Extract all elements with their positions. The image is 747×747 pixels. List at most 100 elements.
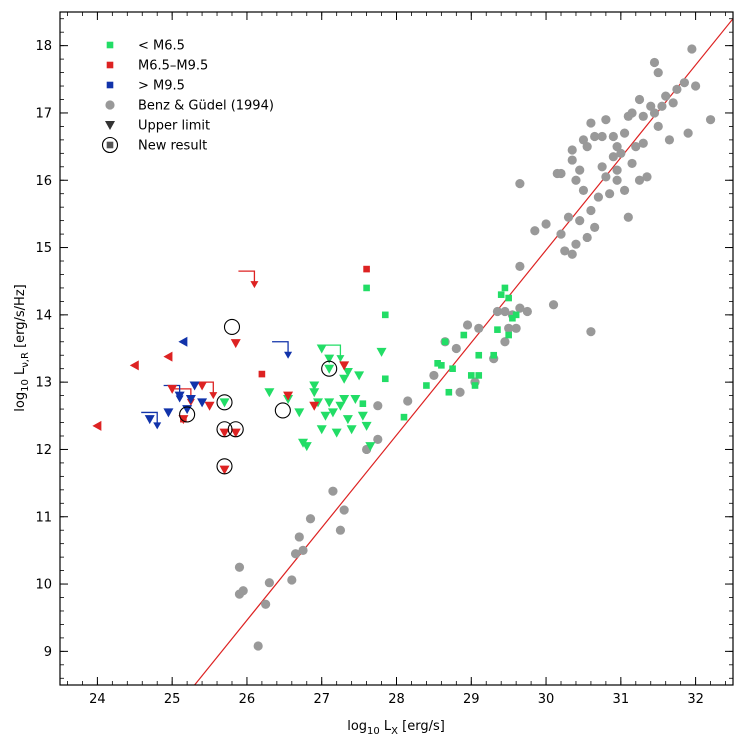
data-point: [683, 128, 693, 138]
data-point: [556, 229, 566, 239]
data-point: [230, 339, 241, 349]
data-point: [634, 94, 645, 105]
data-point: [434, 360, 441, 367]
data-point: [189, 381, 200, 391]
y-tick-label: 9: [44, 645, 52, 660]
data-point: [631, 142, 641, 152]
data-point: [373, 434, 383, 444]
x-tick-label: 29: [463, 692, 480, 707]
limit-bracket-arrow: [153, 422, 162, 430]
data-point: [505, 294, 512, 302]
data-point: [497, 291, 505, 298]
data-point: [230, 428, 241, 438]
x-tick-label: 31: [613, 692, 630, 707]
data-point: [578, 135, 589, 145]
legend-marker-inner: [106, 141, 114, 149]
data-point: [429, 370, 439, 381]
data-point: [623, 212, 633, 222]
data-point: [309, 388, 320, 398]
data-point: [92, 420, 102, 431]
series-group: [234, 44, 716, 651]
data-point: [612, 165, 622, 175]
data-point: [361, 421, 372, 431]
data-point: [653, 67, 663, 78]
data-point: [290, 549, 301, 559]
legend-label: Benz & Güdel (1994): [138, 99, 274, 114]
data-point: [287, 575, 297, 585]
data-point: [467, 372, 475, 379]
limit-bracket-arrow: [336, 355, 345, 363]
data-point: [144, 415, 155, 425]
data-point: [563, 212, 574, 222]
data-point: [298, 545, 308, 556]
data-point: [216, 394, 233, 411]
data-point: [253, 641, 263, 651]
data-point: [582, 232, 592, 243]
data-point: [327, 408, 338, 418]
x-tick-label: 30: [538, 692, 555, 707]
data-point: [261, 599, 271, 609]
data-point: [445, 388, 453, 396]
legend-label: > M9.5: [138, 79, 185, 94]
data-point: [167, 384, 178, 394]
data-point: [649, 57, 660, 68]
data-point: [223, 318, 241, 336]
data-point: [274, 402, 291, 419]
data-point: [619, 185, 630, 195]
data-point: [679, 78, 689, 88]
series-group: [178, 336, 188, 347]
data-point: [490, 351, 498, 359]
data-point: [492, 306, 503, 317]
y-tick-label: 12: [35, 443, 52, 458]
series-group: [167, 339, 350, 475]
data-point: [471, 382, 479, 389]
data-point: [515, 303, 525, 313]
data-point: [357, 411, 368, 421]
data-point: [475, 372, 483, 379]
data-point: [530, 226, 540, 236]
axis-ticks: 24 25 26 27 28 29 30 31 32 9 10 11 12 13 14 15 16 17 18: [35, 12, 733, 707]
data-point: [571, 175, 581, 185]
data-point: [511, 323, 521, 333]
legend-marker: [105, 121, 115, 130]
data-point: [500, 337, 510, 347]
data-point: [586, 205, 596, 216]
data-point: [504, 323, 514, 333]
x-tick-label: 26: [239, 692, 256, 707]
x-tick-label: 28: [388, 692, 405, 707]
data-point: [324, 398, 335, 408]
data-point: [672, 84, 682, 94]
data-point: [612, 142, 622, 152]
data-point: [216, 421, 233, 438]
data-point: [634, 175, 645, 185]
data-point: [548, 300, 559, 310]
x-axis-label: log10 LX [erg/s]: [347, 719, 445, 737]
data-point: [567, 155, 577, 165]
legend-label: Upper limit: [138, 119, 210, 134]
data-point: [342, 368, 353, 378]
data-point: [438, 362, 445, 369]
data-point: [590, 131, 600, 142]
series-group: [92, 351, 173, 431]
data-point: [227, 421, 244, 438]
limit-bracket: [238, 270, 256, 286]
data-point: [608, 152, 618, 162]
data-point: [619, 128, 630, 138]
data-point: [575, 216, 585, 226]
data-point: [234, 562, 245, 572]
data-point: [305, 514, 316, 524]
data-point: [324, 364, 335, 374]
data-point: [646, 101, 656, 111]
data-point: [449, 365, 456, 372]
data-point: [163, 351, 173, 362]
data-point: [381, 375, 389, 383]
data-point: [590, 222, 600, 232]
limit-bracket: [324, 344, 342, 360]
data-point: [342, 415, 353, 425]
limit-bracket: [141, 411, 158, 427]
data-point: [129, 360, 139, 371]
series-group: [179, 318, 338, 475]
data-point: [283, 391, 294, 401]
data-point: [612, 175, 622, 185]
plot-area: [92, 18, 733, 685]
